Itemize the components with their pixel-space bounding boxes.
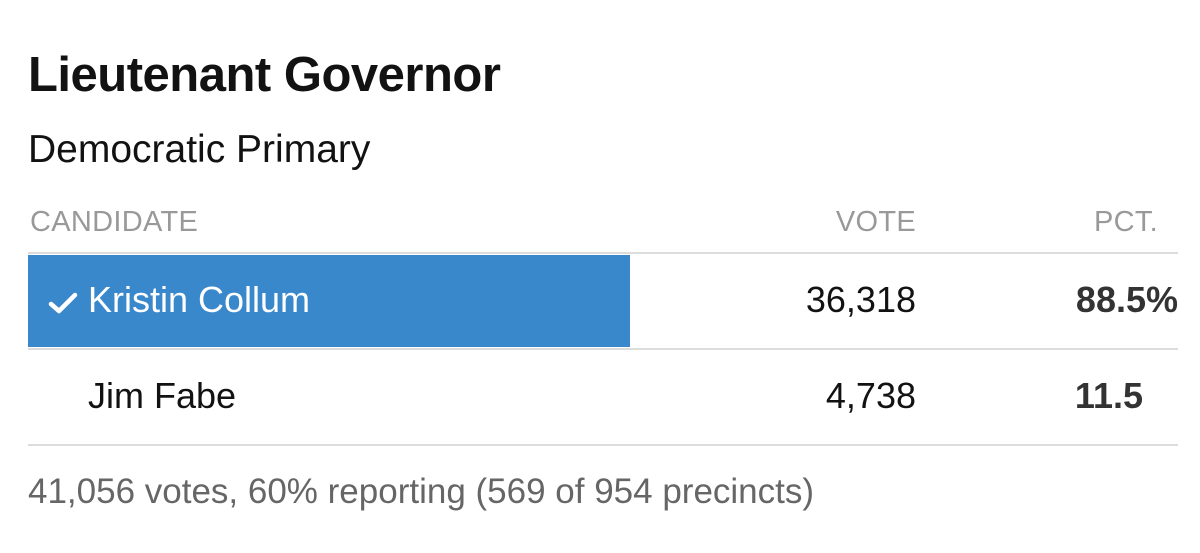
candidate-pct: 88.5% <box>1075 279 1178 320</box>
candidate-pct: 11.5 <box>1074 375 1143 416</box>
candidate-votes: 4,738 <box>825 375 916 416</box>
pct-column-header: PCT. <box>1093 206 1158 238</box>
winner-vote-share-bar <box>28 255 630 347</box>
table-row: Kristin Collum 36,318 88.5% <box>28 254 1178 350</box>
vote-column-header: VOTE <box>835 206 916 238</box>
candidate-name: Jim Fabe <box>88 375 237 416</box>
race-title: Lieutenant Governor <box>28 48 501 102</box>
race-subtitle: Democratic Primary <box>28 128 371 171</box>
table-row: Jim Fabe 4,738 11.5 <box>28 350 1178 446</box>
candidate-column-header: CANDIDATE <box>30 206 199 238</box>
check-icon <box>48 292 78 314</box>
table-header-row: CANDIDATE VOTE PCT. <box>28 196 1178 254</box>
candidate-votes: 36,318 <box>805 279 916 320</box>
reporting-status: 41,056 votes, 60% reporting (569 of 954 … <box>28 472 815 511</box>
results-table: CANDIDATE VOTE PCT. Kristin Collum 36,31… <box>28 196 1178 446</box>
candidate-name: Kristin Collum <box>88 279 311 320</box>
